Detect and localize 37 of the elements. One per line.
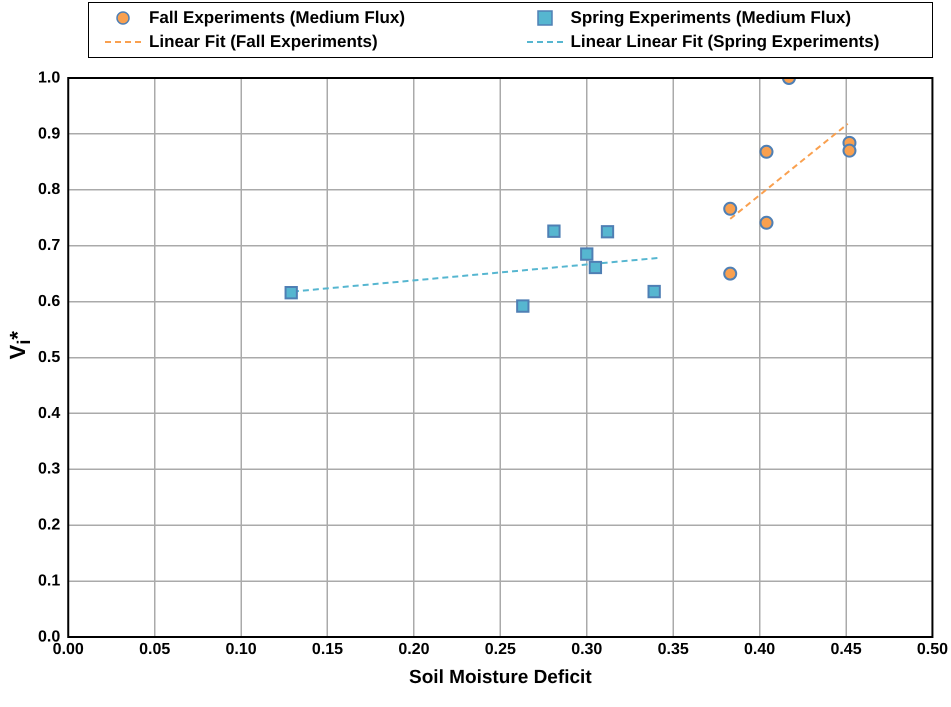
point bbox=[648, 284, 661, 298]
y-tick-label: 0.9 bbox=[38, 125, 60, 142]
y-tick-label: 0.6 bbox=[38, 293, 60, 310]
legend-label: Linear Linear Fit (Spring Experiments) bbox=[570, 32, 880, 52]
point bbox=[580, 247, 594, 261]
x-tick-label: 0.10 bbox=[226, 641, 257, 658]
legend-label: Spring Experiments (Medium Flux) bbox=[570, 8, 852, 28]
legend-label: Fall Experiments (Medium Flux) bbox=[149, 8, 405, 28]
x-tick-label: 0.05 bbox=[139, 641, 170, 658]
x-tick-label: 0.45 bbox=[830, 641, 862, 658]
point bbox=[516, 299, 530, 313]
x-tick-label: 0.20 bbox=[398, 641, 430, 658]
y-tick-label: 0.7 bbox=[38, 237, 60, 254]
y-tick-label: 0.1 bbox=[38, 572, 60, 590]
y-tick-label: 0.5 bbox=[38, 348, 60, 366]
x-tick-label: 0.40 bbox=[744, 641, 776, 658]
point bbox=[842, 144, 856, 158]
point bbox=[600, 225, 614, 238]
point bbox=[588, 260, 602, 274]
point bbox=[723, 266, 738, 281]
y-tick-label: 0.8 bbox=[38, 181, 60, 198]
point bbox=[547, 224, 561, 238]
x-tick-label: 0.50 bbox=[916, 641, 948, 658]
x-tick-label: 0.15 bbox=[312, 641, 344, 658]
y-tick-label: 0.2 bbox=[38, 516, 60, 534]
point bbox=[760, 216, 774, 230]
y-tick-label: 1.0 bbox=[38, 69, 60, 86]
x-tick-label: 0.35 bbox=[658, 641, 689, 658]
point bbox=[723, 202, 738, 216]
point bbox=[760, 144, 774, 159]
x-tick-label: 0.25 bbox=[484, 641, 516, 658]
legend-label: Linear Fit (Fall Experiments) bbox=[149, 32, 378, 52]
y-tick-label: 0.4 bbox=[38, 404, 60, 422]
y-tick-label: 0.3 bbox=[38, 460, 60, 478]
point bbox=[284, 286, 298, 300]
x-axis-title: Soil Moisture Deficit bbox=[409, 666, 592, 688]
x-tick-label: 0.30 bbox=[571, 641, 602, 658]
